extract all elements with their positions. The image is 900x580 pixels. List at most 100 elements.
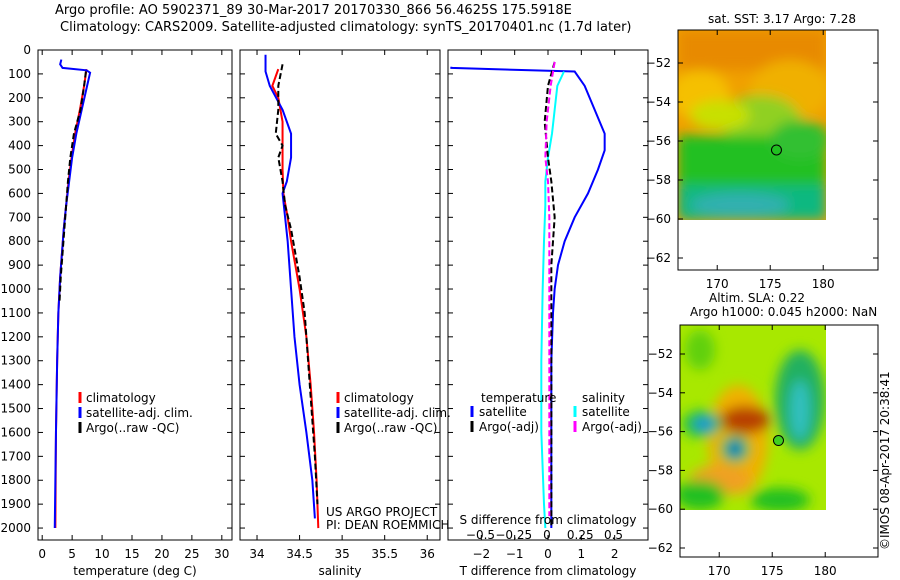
legend-label: satellite-adj. clim. [344,406,451,420]
pi-annotation: US ARGO PROJECT [326,505,438,519]
salinity-xtick-label: 34.5 [286,547,313,561]
sla-map-lat-label: −56 [648,425,673,439]
sst-map-lat-label: −54 [646,95,671,109]
sla-map-frame [679,324,879,558]
sst-map-title: sat. SST: 3.17 Argo: 7.28 [708,12,857,26]
depth-tick-label: 1500 [0,402,31,416]
salinity-xlabel: salinity [318,564,361,578]
depth-tick-label: 1300 [0,354,31,368]
sst-map-lat-label: −62 [646,251,671,265]
series-line-s-satellite [540,71,565,529]
pi-annotation: PI: DEAN ROEMMICH [326,518,449,532]
argo-float-marker [772,435,784,447]
sla-map-lon-label: 170 [708,564,731,578]
salinity-xtick-label: 36 [420,547,435,561]
difference-xtick-label: 2 [611,547,619,561]
s-diff-tick-label: −0.25 [495,528,532,542]
temperature-xtick-label: 30 [214,547,229,561]
difference-xtick-label: −1 [506,547,524,561]
salinity-xtick-label: 35.5 [371,547,398,561]
depth-tick-label: 1700 [0,449,31,463]
temperature-xtick-label: 0 [38,547,46,561]
temperature-xtick-label: 10 [94,547,109,561]
series-line-argo-raw-qc- [58,71,87,302]
legend-label: satellite [479,405,527,419]
s-diff-label: S difference from climatology [460,513,637,527]
sst-map-lon-label: 170 [706,277,729,291]
depth-tick-label: 900 [8,258,31,272]
salinity-frame [239,49,441,541]
credit-text: ©IMOS 08-Apr-2017 20:38:41 [878,371,892,550]
depth-tick-label: 1900 [0,497,31,511]
legend-label: satellite-adj. clim. [86,406,193,420]
legend-label: Argo(..raw -QC) [86,421,179,435]
sla-map-lat-label: −62 [648,541,673,555]
depth-tick-label: 1400 [0,378,31,392]
legend-title-temperature: temperature [481,391,556,405]
difference-frame [447,49,649,541]
depth-tick-label: 400 [8,139,31,153]
s-diff-tick-label: 0.5 [604,528,623,542]
s-diff-tick-label: 0 [543,528,551,542]
sst-map-lat-label: −52 [646,56,671,70]
sst-map-image [678,30,826,220]
legend-title-salinity: salinity [582,391,625,405]
legend-label: Argo(-adj) [479,420,539,434]
depth-tick-label: 1100 [0,306,31,320]
legend-label: climatology [86,391,156,405]
series-line-argo-raw-qc- [274,64,319,505]
legend-label: Argo(..raw -QC) [344,421,437,435]
sla-map-lon-label: 180 [814,564,837,578]
sla-map-lat-label: −52 [648,347,673,361]
temperature-xtick-label: 20 [154,547,169,561]
argo-float-marker [770,144,782,156]
depth-tick-label: 1800 [0,473,31,487]
temperature-xlabel: temperature (deg C) [73,564,196,578]
sst-map-lon-label: 180 [812,277,835,291]
difference-xtick-label: 1 [578,547,586,561]
sla-map-lat-label: −54 [648,386,673,400]
sst-map-lat-label: −56 [646,134,671,148]
temperature-frame [37,49,233,541]
series-line-s-argo [544,61,556,517]
depth-tick-label: 0 [23,43,31,57]
salinity-xtick-label: 34 [249,547,264,561]
series-line-climatology [271,68,320,529]
temperature-xtick-label: 15 [124,547,139,561]
sst-map-lat-label: −58 [646,173,671,187]
sst-map-lon-label: 175 [759,277,782,291]
series-line-satellite-adj-clim- [53,59,92,529]
legend-label: climatology [344,391,414,405]
depth-tick-label: 100 [8,67,31,81]
series-line-t-satellite [450,66,606,529]
salinity-xtick-label: 35 [334,547,349,561]
depth-tick-label: 300 [8,115,31,129]
depth-tick-label: 1200 [0,330,31,344]
sla-map-image [680,325,826,510]
series-line-t-argo [543,61,556,529]
depth-tick-label: 1000 [0,282,31,296]
sla-map-lat-label: −58 [648,463,673,477]
depth-tick-label: 200 [8,91,31,105]
legend-label: satellite [582,405,630,419]
difference-xtick-label: −2 [472,547,490,561]
sla-map-title: Altim. SLA: 0.22 [709,291,806,305]
difference-xlabel: T difference from climatology [459,564,637,578]
s-diff-tick-label: −0.5 [466,528,495,542]
depth-tick-label: 500 [8,163,31,177]
temperature-xtick-label: 25 [184,547,199,561]
legend-label: Argo(-adj) [582,420,642,434]
depth-tick-label: 700 [8,210,31,224]
title-line-2: Climatology: CARS2009. Satellite-adjuste… [60,20,632,35]
depth-tick-label: 2000 [0,521,31,535]
sla-map-lon-label: 175 [761,564,784,578]
difference-xtick-label: 0 [544,547,552,561]
sst-map-frame [677,29,879,271]
title-line-1: Argo profile: AO 5902371_89 30-Mar-2017 … [55,3,572,18]
series-line-satellite-adj-clim- [264,54,316,519]
sla-map-subtitle: Argo h1000: 0.045 h2000: NaN [690,305,878,319]
s-diff-tick-label: 0.25 [567,528,594,542]
temperature-xtick-label: 5 [68,547,76,561]
